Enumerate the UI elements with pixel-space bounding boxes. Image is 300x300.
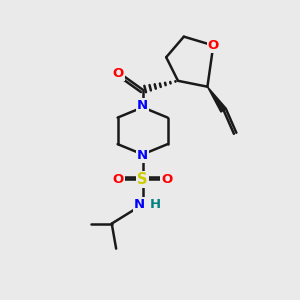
Text: S: S bbox=[137, 172, 148, 187]
Text: H: H bbox=[149, 198, 161, 211]
Text: O: O bbox=[208, 39, 219, 52]
Text: N: N bbox=[134, 198, 145, 211]
Text: O: O bbox=[113, 173, 124, 186]
Text: N: N bbox=[137, 149, 148, 162]
Text: O: O bbox=[113, 67, 124, 80]
Text: N: N bbox=[137, 99, 148, 112]
Polygon shape bbox=[207, 87, 226, 112]
Text: O: O bbox=[161, 173, 172, 186]
